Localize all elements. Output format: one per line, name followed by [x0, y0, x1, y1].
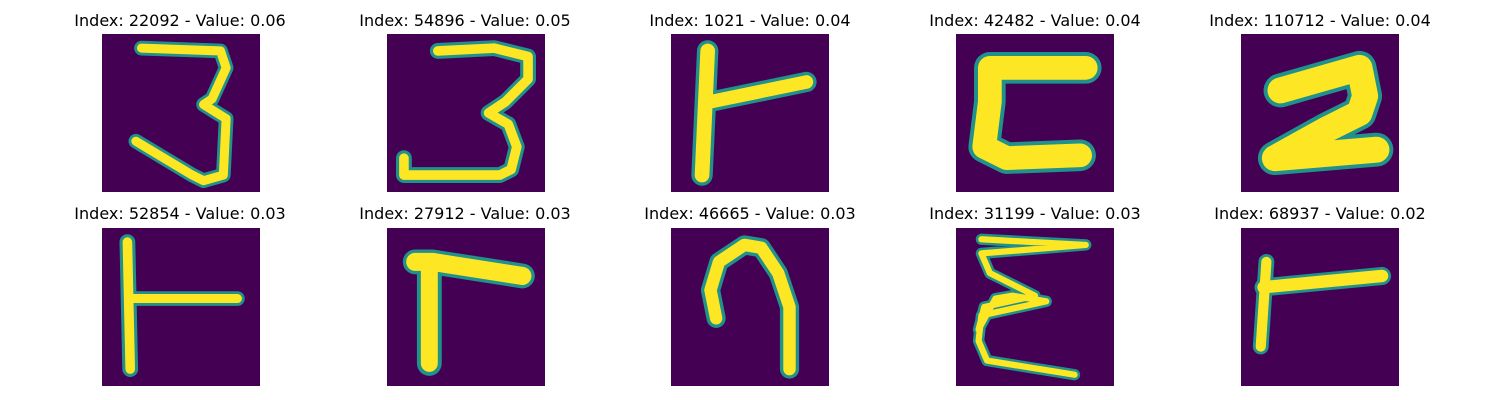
panel-title: Index: 54896 - Value: 0.05: [359, 11, 571, 30]
panel-title: Index: 42482 - Value: 0.04: [929, 11, 1141, 30]
digit-image-e-shape: [956, 228, 1114, 386]
panel-title: Index: 31199 - Value: 0.03: [929, 204, 1141, 223]
digit-image-three: [102, 34, 260, 192]
digit-image-tee-short: [1241, 228, 1399, 386]
panel-title: Index: 110712 - Value: 0.04: [1209, 11, 1431, 30]
digit-image-z-shape: [1241, 34, 1399, 192]
digit-image-l-shape: [387, 228, 545, 386]
digit-image-three: [387, 34, 545, 192]
panel-title: Index: 68937 - Value: 0.02: [1214, 204, 1426, 223]
panel-title: Index: 27912 - Value: 0.03: [359, 204, 571, 223]
panel-title: Index: 22092 - Value: 0.06: [74, 11, 286, 30]
panel-title: Index: 46665 - Value: 0.03: [644, 204, 856, 223]
panel-title: Index: 1021 - Value: 0.04: [649, 11, 851, 30]
digit-image-arch: [671, 228, 829, 386]
digit-image-c-shape: [956, 34, 1114, 192]
digit-image-tee: [671, 34, 829, 192]
panel-title: Index: 52854 - Value: 0.03: [74, 204, 286, 223]
digit-image-tee-thin: [102, 228, 260, 386]
